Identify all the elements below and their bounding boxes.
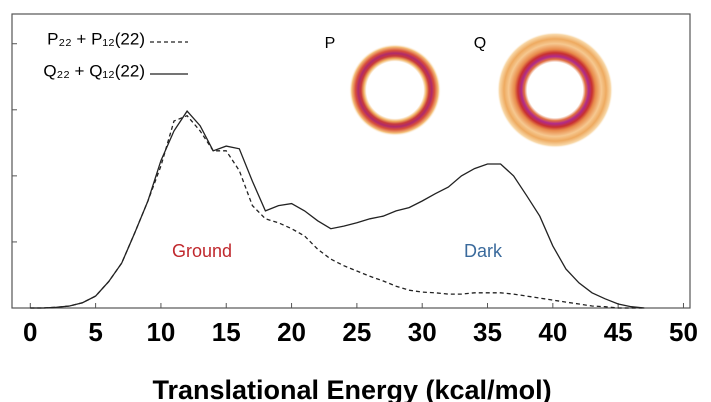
x-tick-label: 0 [23,317,37,347]
x-tick-label: 40 [538,317,567,347]
chart: Translational Energy (kcal/mol) 0 5 10 15 20… [0,0,711,402]
annotation: Q [474,35,486,52]
x-axis-title: Translational Energy (kcal/mol) [152,375,551,402]
x-tick-label: 10 [146,317,175,347]
annotation: Ground [172,241,232,261]
x-tick-label: 20 [277,317,306,347]
ring-image-p [349,44,441,136]
annotation: Dark [464,241,503,261]
x-tick-label: 45 [604,317,633,347]
ring-image-q [497,32,613,148]
legend-label: Q₂₂ + Q₁₂(22) [43,61,145,80]
annotation: P [325,35,336,52]
x-tick-label: 35 [473,317,502,347]
x-tick-label: 25 [342,317,371,347]
x-tick-label: 50 [669,317,698,347]
x-tick-label: 5 [88,317,102,347]
x-tick-label: 30 [408,317,437,347]
x-tick-label: 15 [212,317,241,347]
legend-label: P₂₂ + P₁₂(22) [47,29,145,48]
